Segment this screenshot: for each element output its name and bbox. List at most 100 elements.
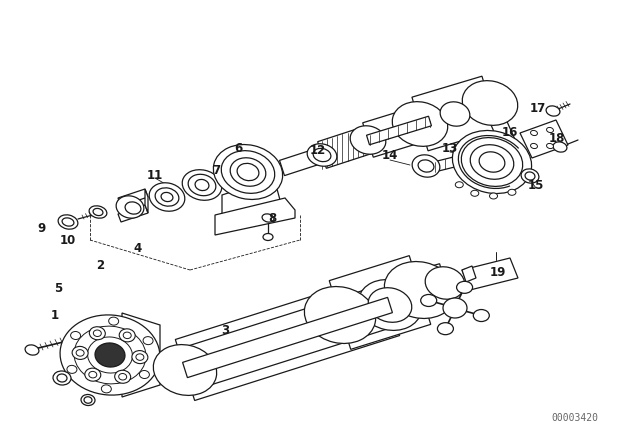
Ellipse shape xyxy=(70,332,81,340)
Ellipse shape xyxy=(313,148,331,162)
Ellipse shape xyxy=(72,346,88,359)
Text: 3: 3 xyxy=(221,323,229,336)
Ellipse shape xyxy=(89,371,97,378)
Ellipse shape xyxy=(455,182,463,188)
Ellipse shape xyxy=(213,145,283,199)
Polygon shape xyxy=(175,275,399,401)
Text: 17: 17 xyxy=(530,102,546,115)
Ellipse shape xyxy=(53,371,71,385)
Ellipse shape xyxy=(125,202,141,214)
Ellipse shape xyxy=(262,214,274,222)
Text: 8: 8 xyxy=(268,211,276,224)
Ellipse shape xyxy=(25,345,39,355)
Text: 7: 7 xyxy=(212,164,220,177)
Ellipse shape xyxy=(470,145,514,179)
Text: 13: 13 xyxy=(442,142,458,155)
Ellipse shape xyxy=(90,327,106,340)
Ellipse shape xyxy=(425,267,465,299)
Ellipse shape xyxy=(474,310,490,322)
Ellipse shape xyxy=(462,81,518,125)
Polygon shape xyxy=(363,107,426,157)
Ellipse shape xyxy=(119,329,135,342)
Text: 00003420: 00003420 xyxy=(552,413,598,423)
Text: 9: 9 xyxy=(38,221,46,234)
Ellipse shape xyxy=(132,351,148,364)
Polygon shape xyxy=(317,127,372,168)
Ellipse shape xyxy=(62,218,74,226)
Ellipse shape xyxy=(368,288,412,322)
Ellipse shape xyxy=(358,280,422,331)
Ellipse shape xyxy=(443,298,467,318)
Text: 6: 6 xyxy=(234,142,242,155)
Ellipse shape xyxy=(188,174,216,196)
Ellipse shape xyxy=(531,143,538,149)
Polygon shape xyxy=(429,143,511,173)
Ellipse shape xyxy=(547,127,554,133)
Ellipse shape xyxy=(67,366,77,373)
Ellipse shape xyxy=(89,206,107,218)
Ellipse shape xyxy=(124,332,131,339)
Ellipse shape xyxy=(74,326,146,384)
Ellipse shape xyxy=(230,158,266,186)
Text: 10: 10 xyxy=(60,233,76,246)
Ellipse shape xyxy=(412,155,440,177)
Polygon shape xyxy=(280,147,324,176)
Text: 14: 14 xyxy=(382,148,398,161)
Ellipse shape xyxy=(461,138,523,186)
Ellipse shape xyxy=(420,294,436,306)
Ellipse shape xyxy=(154,345,217,396)
Ellipse shape xyxy=(418,160,434,172)
Ellipse shape xyxy=(149,183,185,211)
Ellipse shape xyxy=(93,330,101,336)
Ellipse shape xyxy=(521,169,539,183)
Text: 16: 16 xyxy=(502,125,518,138)
Ellipse shape xyxy=(490,193,497,199)
Ellipse shape xyxy=(88,337,132,373)
Ellipse shape xyxy=(60,315,160,395)
Ellipse shape xyxy=(437,323,453,335)
Ellipse shape xyxy=(101,385,111,393)
Ellipse shape xyxy=(237,164,259,181)
Text: 15: 15 xyxy=(528,178,544,191)
Ellipse shape xyxy=(305,287,376,344)
Text: 1: 1 xyxy=(51,309,59,322)
Ellipse shape xyxy=(546,106,560,116)
Ellipse shape xyxy=(118,374,127,380)
Polygon shape xyxy=(118,205,148,222)
Ellipse shape xyxy=(93,208,103,215)
Ellipse shape xyxy=(531,130,538,136)
Ellipse shape xyxy=(471,190,479,196)
Text: 2: 2 xyxy=(96,258,104,271)
Polygon shape xyxy=(520,120,568,158)
Ellipse shape xyxy=(525,172,535,180)
Polygon shape xyxy=(462,266,476,282)
Polygon shape xyxy=(118,189,148,206)
Ellipse shape xyxy=(58,215,78,229)
Ellipse shape xyxy=(95,343,125,367)
Ellipse shape xyxy=(57,374,67,382)
Polygon shape xyxy=(329,256,431,349)
Text: 4: 4 xyxy=(134,241,142,254)
Ellipse shape xyxy=(155,188,179,206)
Ellipse shape xyxy=(84,397,92,403)
Polygon shape xyxy=(122,313,160,397)
Text: 12: 12 xyxy=(310,143,326,156)
Ellipse shape xyxy=(116,196,144,218)
Ellipse shape xyxy=(440,102,470,126)
Ellipse shape xyxy=(221,151,275,194)
Ellipse shape xyxy=(350,126,386,154)
Polygon shape xyxy=(215,198,295,235)
Ellipse shape xyxy=(456,281,472,293)
Polygon shape xyxy=(412,76,498,151)
Ellipse shape xyxy=(307,144,337,166)
Ellipse shape xyxy=(115,370,131,383)
Ellipse shape xyxy=(182,170,222,200)
Text: 11: 11 xyxy=(147,168,163,181)
Ellipse shape xyxy=(452,130,532,194)
Ellipse shape xyxy=(81,395,95,405)
Ellipse shape xyxy=(76,349,84,356)
Ellipse shape xyxy=(195,179,209,190)
Ellipse shape xyxy=(109,317,118,325)
Ellipse shape xyxy=(143,336,153,345)
Ellipse shape xyxy=(392,102,448,146)
